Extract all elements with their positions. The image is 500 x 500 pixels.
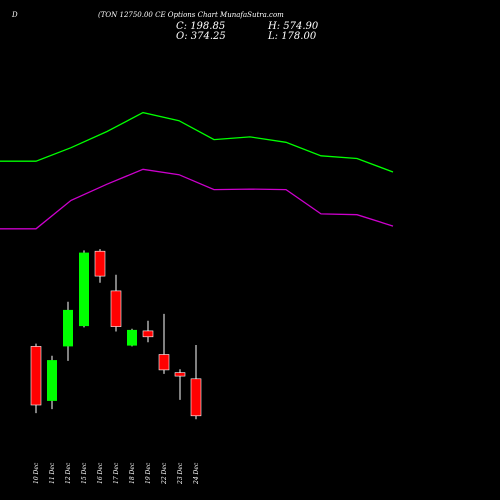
x-tick-label: 24 Dec: [193, 462, 200, 485]
candle-body: [174, 372, 186, 377]
ticker-label: D: [12, 11, 18, 19]
x-tick-label: 22 Dec: [161, 462, 168, 485]
candle-body: [79, 252, 89, 327]
candle-body: [190, 378, 202, 417]
close-value: C: 198.85: [176, 21, 226, 32]
candle-body: [63, 309, 73, 347]
x-tick-label: 15 Dec: [81, 462, 88, 484]
upper-band-line: [0, 111, 394, 173]
candle-body: [142, 330, 154, 338]
x-tick-label: 23 Dec: [177, 462, 184, 485]
lower-band-line: [0, 168, 394, 230]
x-tick-label: 12 Dec: [65, 462, 72, 484]
candle-body: [47, 360, 57, 401]
candle-body: [30, 346, 42, 406]
x-tick-label: 19 Dec: [145, 462, 152, 484]
x-tick-label: 17 Dec: [113, 462, 120, 484]
candle-body: [94, 250, 106, 277]
candle-body: [158, 354, 170, 371]
low-value: L: 178.00: [268, 31, 317, 42]
x-tick-label: 11 Dec: [49, 462, 56, 484]
candle-body: [110, 290, 122, 327]
x-tick-label: 10 Dec: [33, 462, 40, 484]
x-tick-label: 16 Dec: [97, 462, 104, 484]
x-tick-label: 18 Dec: [129, 462, 136, 484]
high-value: H: 574.90: [268, 21, 319, 32]
candle-body: [127, 329, 137, 346]
chart-title: (TON 12750.00 CE Options Chart MunafaSut…: [98, 11, 284, 19]
open-value: O: 374.25: [176, 31, 226, 42]
